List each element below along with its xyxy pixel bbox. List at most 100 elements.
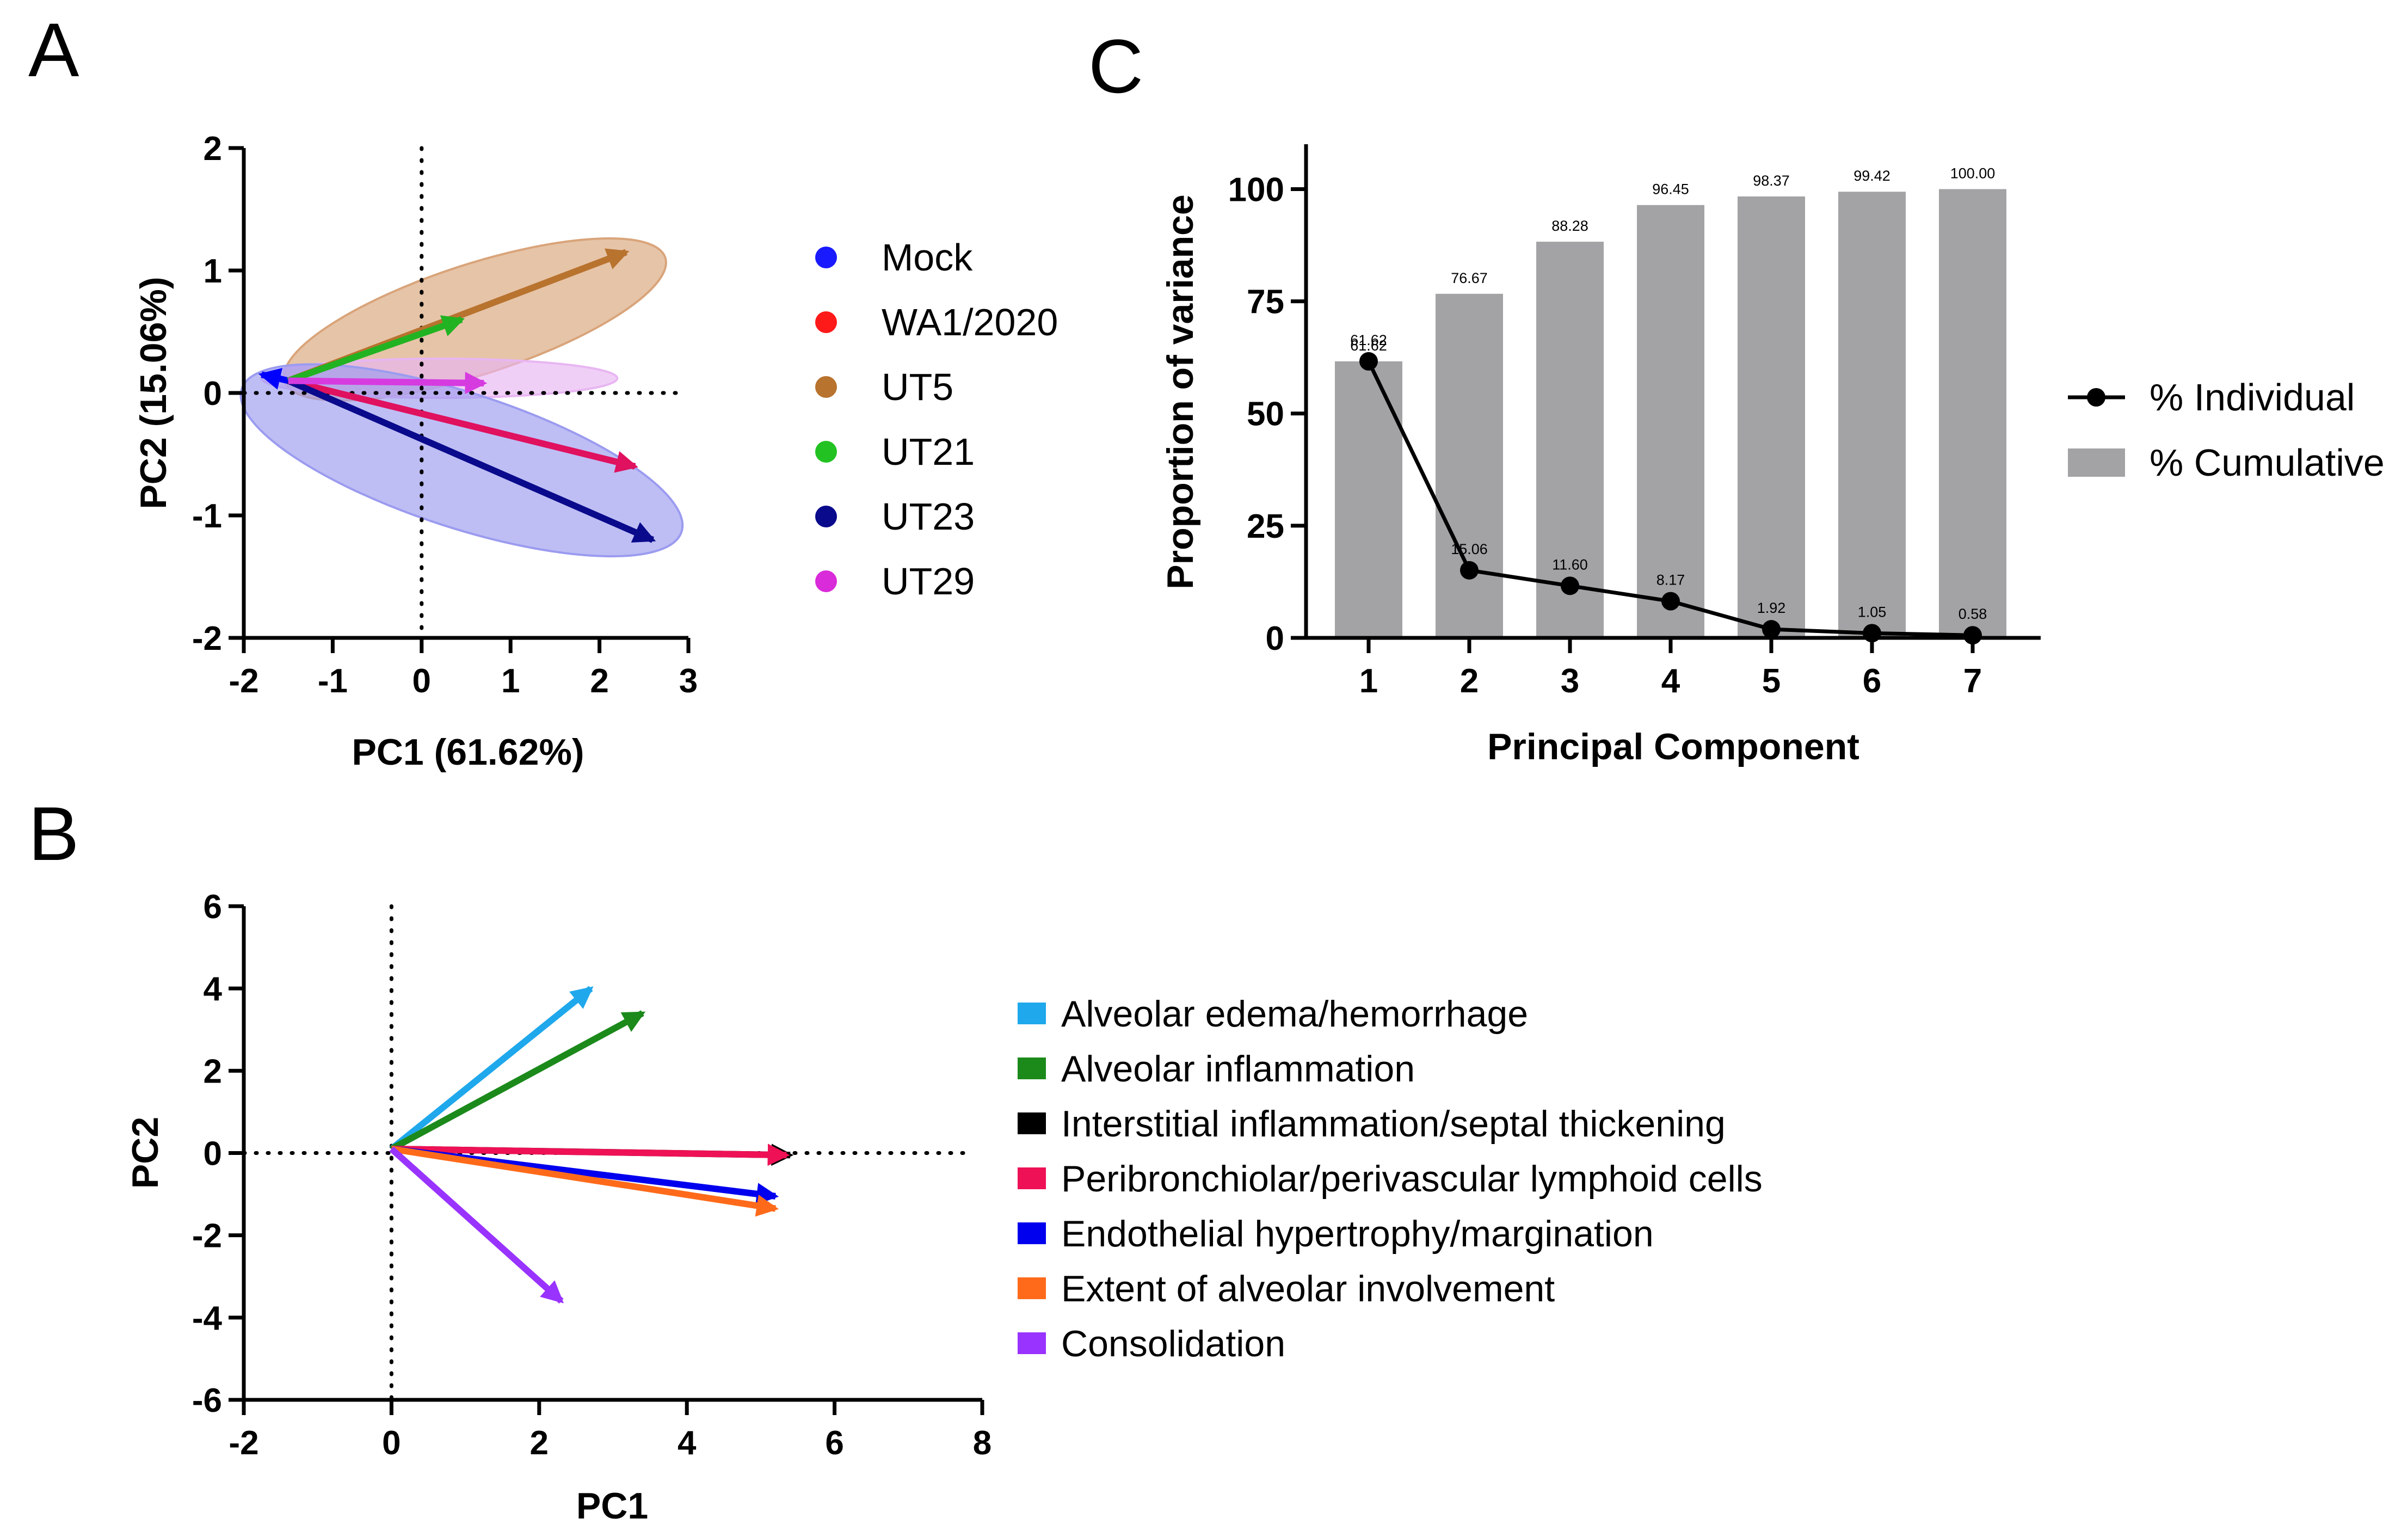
x-tick-label: 4 (1661, 662, 1680, 700)
bar-6 (1838, 192, 1906, 638)
loading-plot-panel-b: -6 -4 -2 0 2 4 6 -2 0 2 4 6 8 PC1 PC2 Alveolar edema… (125, 888, 1763, 1527)
y-tick-label: 6 (204, 888, 222, 926)
vector-ut29 (288, 372, 488, 394)
panel-letter-a: A (28, 7, 79, 93)
y-tick-label: 100 (1228, 171, 1284, 208)
legend-marker-mock (815, 247, 837, 268)
y-axis-title: Proportion of variance (1160, 194, 1201, 589)
point-value-label: 8.17 (1656, 572, 1685, 588)
bar-5 (1738, 196, 1805, 638)
x-tick-label: -1 (318, 662, 348, 700)
y-tick-label: 75 (1247, 284, 1284, 321)
x-tick-label: 7 (1963, 662, 1982, 700)
point-value-label: 0.58 (1959, 606, 1987, 622)
legend-label-endothelial-hypertrophy-margination: Endothelial hypertrophy/margination (1061, 1213, 1654, 1255)
x-tick-label: 3 (1561, 662, 1579, 700)
x-tick-label: 4 (678, 1424, 697, 1462)
legend-marker-ut29 (815, 570, 837, 592)
vector-alveolar-edema-hemorrhage (389, 986, 594, 1152)
legend-bar-swatch (2068, 448, 2125, 477)
bar-7 (1939, 189, 2006, 638)
legend-swatch-endothelial-hypertrophy-margination (1018, 1222, 1046, 1244)
vector-wa1-2020 (287, 377, 638, 473)
line-point-2 (1460, 561, 1479, 580)
legend-label-consolidation: Consolidation (1061, 1323, 1285, 1364)
y-axis-title: PC2 (125, 1117, 166, 1189)
legend-label-wa1-2020: WA1/2020 (882, 301, 1058, 343)
line-point-3 (1561, 576, 1579, 595)
bar-value-label: 76.67 (1451, 270, 1488, 286)
x-tick-label: 2 (590, 662, 608, 700)
y-tick-label: 2 (204, 1053, 222, 1090)
legend: Alveolar edema/hemorrhage Alveolar inflam… (1018, 993, 1763, 1364)
legend: Mock WA1/2020 UT5 UT21 UT23 UT29 (815, 236, 1058, 602)
legend-label-extent-of-alveolar-involvement: Extent of alveolar involvement (1061, 1268, 1555, 1309)
x-tick-label: 5 (1762, 662, 1781, 700)
legend-swatch-extent-of-alveolar-involvement (1018, 1277, 1046, 1299)
y-tick-label: 0 (204, 1135, 222, 1173)
legend-label-cumulative: % Cumulative (2150, 441, 2385, 484)
y-tick-label: 25 (1247, 508, 1284, 545)
legend-label-ut5: UT5 (882, 366, 953, 408)
legend: % Individual % Cumulative (2068, 376, 2385, 484)
bar-value-label: 88.28 (1551, 218, 1588, 234)
y-tick-label: 1 (204, 253, 222, 290)
legend-label-ut21: UT21 (882, 431, 975, 473)
legend-swatch-consolidation (1018, 1332, 1046, 1354)
legend-label-ut29: UT29 (882, 560, 975, 602)
vector-consolidation (389, 1146, 564, 1304)
legend-swatch-peribronchiolar-perivascular-lymphoid-cells (1018, 1167, 1046, 1189)
bar-3 (1536, 242, 1604, 638)
vector-ut21 (287, 315, 465, 384)
line-point-1 (1359, 352, 1378, 371)
x-axis-title: PC1 (61.62%) (352, 731, 584, 773)
x-tick-label: 2 (530, 1424, 549, 1462)
legend-swatch-alveolar-edema-hemorrhage (1018, 1003, 1046, 1024)
bar-value-label: 96.45 (1652, 181, 1689, 198)
legend-marker-wa1-2020 (815, 311, 837, 333)
axes: -2 -1 0 1 2 -2 -1 0 1 2 3 (192, 130, 698, 700)
point-value-label: 15.06 (1451, 541, 1488, 557)
bar-1 (1335, 361, 1402, 638)
y-tick-label: -6 (192, 1382, 222, 1419)
legend-label-ut23: UT23 (882, 495, 975, 538)
x-axis-title: Principal Component (1487, 726, 1859, 767)
line-point-4 (1661, 592, 1680, 611)
line-point-5 (1762, 620, 1781, 639)
x-axis-title: PC1 (576, 1485, 648, 1527)
vector-alveolar-inflammation (390, 1010, 646, 1152)
x-tick-label: 6 (1863, 662, 1881, 700)
ellipse-ut23 (239, 363, 684, 558)
x-tick-label: 0 (382, 1424, 401, 1462)
y-tick-label: -4 (192, 1300, 223, 1337)
vector-ut23 (287, 378, 656, 543)
y-tick-label: 0 (204, 375, 222, 413)
legend-marker-ut5 (815, 376, 837, 398)
legend-label-interstitial-inflammation-septal-thickening: Interstitial inflammation/septal thicken… (1061, 1103, 1726, 1145)
bar-value-label: 61.62 (1350, 337, 1387, 354)
pca-biplot-panel-a: -2 -1 0 1 2 -2 -1 0 1 2 3 PC1 (61.62%) PC2 (15.06%… (133, 130, 1058, 773)
point-value-label: 1.05 (1858, 604, 1887, 620)
panel-letter-b: B (28, 791, 79, 876)
bar-4 (1637, 205, 1704, 638)
legend-label-alveolar-edema-hemorrhage: Alveolar edema/hemorrhage (1061, 993, 1528, 1035)
y-axis-title: PC2 (15.06%) (133, 276, 174, 509)
zero-reference-lines (242, 904, 976, 1402)
vector-extent-of-alveolar-involvement (391, 1146, 779, 1217)
group-vectors (258, 248, 656, 543)
y-tick-label: -2 (192, 1218, 222, 1255)
bar-2 (1436, 293, 1503, 638)
x-tick-label: 2 (1460, 662, 1479, 700)
x-tick-label: 8 (973, 1424, 991, 1462)
axes: -6 -4 -2 0 2 4 6 -2 0 2 4 6 8 (192, 888, 991, 1462)
y-tick-label: 2 (204, 130, 222, 168)
bar-value-label: 100.00 (1950, 165, 1996, 181)
legend-label-alveolar-inflammation: Alveolar inflammation (1061, 1048, 1415, 1090)
group-bars: 61.62 76.67 88.28 96.45 98.37 99.42 100.00 (1335, 165, 2006, 638)
bar-value-label: 98.37 (1753, 173, 1790, 189)
y-tick-label: 0 (1266, 620, 1284, 657)
x-tick-label: 6 (825, 1424, 843, 1462)
bar-value-label: 99.42 (1853, 168, 1890, 184)
legend-marker-ut23 (815, 506, 837, 527)
